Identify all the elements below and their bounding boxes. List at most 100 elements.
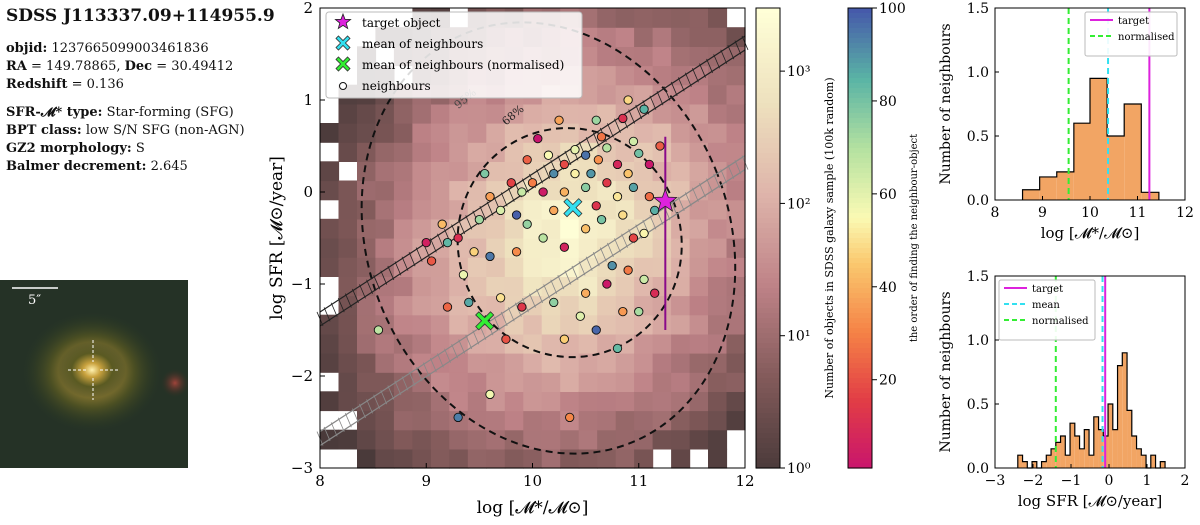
main-sequence-hatch: [656, 91, 664, 106]
heatmap-cell: [726, 142, 746, 162]
heatmap-cell: [541, 180, 561, 201]
heatmap-cell: [597, 123, 617, 143]
legend-normalised-cross: [335, 56, 351, 72]
histogram-x-tick-label: 1: [1143, 473, 1152, 489]
heatmap-cell: [671, 314, 691, 335]
heatmap-cell: [671, 8, 691, 28]
heatmap-cell: [412, 8, 432, 28]
heatmap-cell: [597, 276, 617, 297]
heatmap-cell: [634, 448, 654, 469]
heatmap-cell: [486, 410, 506, 431]
colorbar-density-step: [756, 398, 780, 404]
main-x-tick-label: 9: [421, 472, 431, 490]
colorbar-order-step: [848, 23, 872, 29]
heatmap-cell: [560, 333, 580, 354]
heatmap-cell: [615, 180, 635, 201]
main-sequence-hatch: [522, 178, 529, 193]
heatmap-cell: [486, 65, 506, 86]
main-sequence-hatch: [444, 229, 451, 244]
colorbar-order-step: [848, 368, 872, 374]
heatmap-cell: [357, 353, 377, 373]
heatmap-cell: [671, 46, 691, 67]
heatmap-cell: [560, 8, 580, 28]
colorbar-density-step: [756, 268, 780, 274]
heatmap-cell: [393, 180, 413, 201]
heatmap-cell: [541, 314, 561, 335]
colorbar-order-step: [848, 88, 872, 94]
histogram-bar: [1039, 176, 1057, 200]
main-sequence-hatch: [727, 164, 735, 179]
main-sequence-hatch: [529, 293, 536, 308]
heatmap-cell: [486, 84, 506, 105]
legend-mean-cross: [335, 35, 351, 51]
main-sequence-hatch: [628, 109, 636, 124]
objid-label: objid:: [6, 41, 48, 56]
main-sequence-hatch: [557, 275, 565, 290]
heatmap-cell: [708, 391, 728, 412]
neighbour-point: [522, 219, 532, 229]
heatmap-cell: [560, 27, 580, 47]
histogram-bar: [1131, 436, 1137, 468]
heatmap-cell: [412, 410, 432, 431]
heatmap-cell: [357, 65, 377, 86]
main-sequence-hatch: [415, 367, 423, 382]
colorbar-order-step: [848, 133, 872, 139]
heatmap-cell: [375, 142, 395, 162]
heatmap-cell: [708, 429, 728, 450]
neighbour-point: [596, 132, 607, 142]
main-sequence-hatch: [429, 238, 437, 253]
heatmap-cell: [708, 410, 728, 431]
mass-histogram: 8 9 10 11 12 0.0 0.5 1.0 1.5 log [𝓜*/𝓜⊙] Number of…: [938, 1, 1194, 242]
heatmap-cell: [597, 27, 617, 47]
colorbar-density-step: [756, 183, 780, 189]
heatmap-cell: [523, 295, 543, 316]
neighbour-point: [593, 155, 604, 165]
histogram-bar: [1017, 455, 1023, 468]
heatmap-cell: [430, 295, 450, 316]
colorbar-order-step: [848, 363, 872, 369]
heatmap-cell: [393, 333, 413, 354]
heatmap-cell: [412, 27, 432, 47]
main-sequence-hatch: [451, 224, 458, 239]
colorbar-order-step: [848, 288, 872, 294]
heatmap-cell: [467, 65, 487, 86]
heatmap-cell: [338, 295, 358, 316]
heatmap-cell: [726, 410, 746, 431]
heatmap-cell: [504, 257, 524, 277]
main-sequence-hatch: [536, 288, 543, 304]
heatmap-cell: [393, 448, 413, 469]
colorbar-density-step: [756, 193, 780, 199]
main-sequence-hatch: [380, 390, 388, 405]
main-legend-label: neighbours: [362, 79, 431, 93]
heatmap-cell: [708, 142, 728, 162]
heatmap-cell: [560, 103, 580, 124]
histogram-legend-label: normalised: [1118, 32, 1175, 43]
heatmap-cell: [357, 103, 377, 124]
colorbar-order-step: [848, 333, 872, 339]
heatmap-cell: [560, 276, 580, 297]
neighbour-point: [591, 115, 601, 125]
heatmap-cell: [338, 84, 358, 105]
colorbar-order-step: [848, 438, 872, 444]
heatmap-cell: [578, 84, 598, 105]
colorbar-density-step: [756, 148, 780, 154]
heatmap-cell: [504, 372, 524, 392]
heatmap-cell: [467, 429, 487, 450]
neighbour-point: [618, 113, 628, 124]
colorbar-order-step: [848, 378, 872, 384]
colorbar-density-step: [756, 418, 780, 424]
colorbar-density-step: [756, 118, 780, 124]
heatmap-cell: [320, 353, 340, 373]
main-sequence-hatch: [677, 77, 685, 92]
colorbar-density-step: [756, 123, 780, 129]
heatmap-cell: [652, 429, 672, 450]
main-sequence-upper-edge: [319, 35, 746, 313]
main-sequence-hatch: [649, 95, 657, 110]
heatmap-cell: [338, 103, 358, 124]
heatmap-cell: [467, 46, 487, 67]
neighbour-point: [453, 412, 463, 423]
main-sequence-hatch: [564, 150, 572, 166]
colorbar-order-frame: [847, 7, 873, 469]
histogram-bar: [1141, 192, 1159, 200]
colorbar-density-step: [756, 348, 780, 354]
